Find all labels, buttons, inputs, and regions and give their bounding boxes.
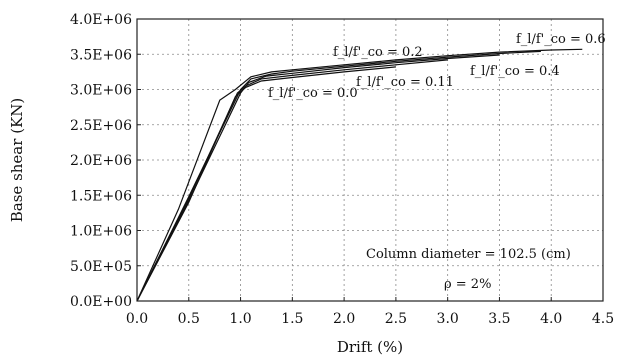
- y-tick-label: 3.5E+06: [70, 47, 132, 63]
- x-tick-label: 0.0: [126, 311, 148, 327]
- y-tick-label: 3.0E+06: [70, 83, 132, 99]
- x-tick-label: 2.0: [333, 311, 355, 327]
- y-tick-label: 0.0E+00: [70, 294, 132, 310]
- x-tick-label: 3.0: [437, 311, 459, 327]
- x-tick-label: 0.5: [178, 311, 200, 327]
- y-axis-ticks: 0.0E+00 5.0E+05 1.0E+06 1.5E+06 2.0E+06 2.5E+…: [70, 12, 141, 310]
- x-tick-label: 1.0: [229, 311, 251, 327]
- annotation-column-diameter: Column diameter = 102.5 (cm): [366, 247, 571, 262]
- x-tick-label: 2.5: [385, 311, 407, 327]
- x-axis-title: Drift (%): [337, 338, 403, 356]
- annotation-fl-0.6: f_l/f'_co = 0.6: [516, 32, 606, 47]
- annotation-fl-0.11: f_l/f'_co = 0.11: [356, 75, 454, 90]
- annotation-fl-0.2: f_l/f'_co = 0.2: [333, 45, 423, 60]
- x-tick-label: 3.5: [488, 311, 510, 327]
- y-tick-label: 5.0E+05: [70, 259, 132, 275]
- x-tick-label: 4.0: [540, 311, 562, 327]
- y-tick-label: 4.0E+06: [70, 12, 132, 28]
- annotation-fl-0.4: f_l/f'_co = 0.4: [470, 64, 560, 79]
- x-tick-label: 4.5: [592, 311, 614, 327]
- y-tick-label: 2.0E+06: [70, 153, 132, 169]
- y-tick-label: 1.5E+06: [70, 188, 132, 204]
- annotation-rho: ρ = 2%: [444, 277, 491, 292]
- y-tick-label: 2.5E+06: [70, 118, 132, 134]
- annotation-fl-0.0: f_l/f'_co = 0.0: [268, 86, 358, 101]
- x-tick-label: 1.5: [281, 311, 303, 327]
- y-tick-label: 1.0E+06: [70, 224, 132, 240]
- y-axis-title: Base shear (KN): [8, 98, 26, 222]
